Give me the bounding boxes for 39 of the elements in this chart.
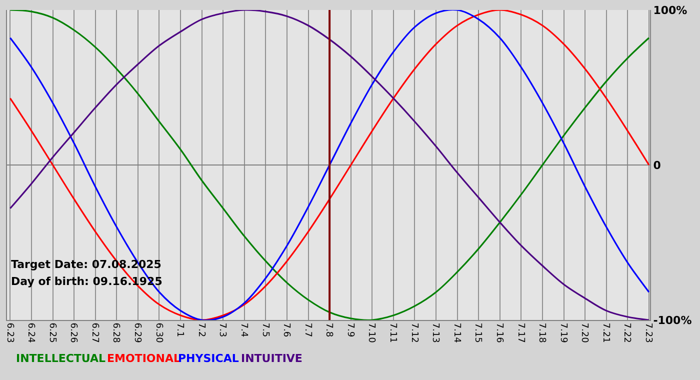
x-tick-label: 6.29: [132, 322, 142, 344]
x-tick-label: 7.21: [600, 322, 610, 343]
x-tick-label: 7.20: [579, 322, 590, 344]
x-tick-label: 6.27: [89, 322, 100, 343]
x-tick-label: 6.24: [26, 322, 36, 344]
x-tick-label: 7.23: [643, 322, 654, 343]
text: INTUITIVE: [241, 352, 302, 365]
x-tick-label: 7.11: [388, 322, 398, 343]
x-tick-label: 7.4: [238, 322, 248, 338]
x-tick-label: 6.25: [46, 322, 57, 343]
x-tick-label: 7.1: [174, 322, 185, 338]
y-tick-label: 0: [653, 158, 662, 172]
x-tick-label: 7.6: [281, 322, 292, 338]
x-tick-label: 6.30: [153, 322, 164, 344]
x-tick-label: 7.14: [451, 322, 462, 344]
x-tick-label: 7.17: [515, 322, 526, 343]
x-tick-label: 7.16: [494, 322, 504, 344]
x-tick-label: 7.10: [366, 322, 376, 344]
x-tick-label: 6.23: [4, 322, 14, 343]
x-tick-label: 7.8: [324, 322, 334, 338]
x-tick-label: 6.28: [110, 322, 121, 344]
x-tick-label: 7.15: [472, 322, 483, 343]
x-tick-label: 7.12: [408, 322, 419, 343]
x-tick-label: 7.13: [430, 322, 440, 343]
x-tick-label: 7.2: [196, 322, 206, 338]
x-tick-label: 7.3: [217, 322, 228, 338]
y-tick-label: -100%: [653, 314, 692, 327]
text: EMOTIONAL: [107, 352, 180, 365]
x-tick-label: 7.9: [344, 322, 355, 338]
x-tick-label: 7.19: [558, 322, 568, 344]
x-tick-label: 7.7: [302, 322, 312, 338]
x-tick-label: 7.5: [260, 322, 270, 338]
x-tick-label: 7.18: [536, 322, 547, 344]
text: PHYSICAL: [178, 352, 239, 365]
y-tick-label: 100%: [653, 4, 688, 17]
x-tick-label: 6.26: [68, 322, 78, 344]
text: INTELLECTUAL: [16, 352, 106, 365]
line-series: [9, 10, 650, 320]
x-tick-label: 7.22: [622, 322, 632, 343]
